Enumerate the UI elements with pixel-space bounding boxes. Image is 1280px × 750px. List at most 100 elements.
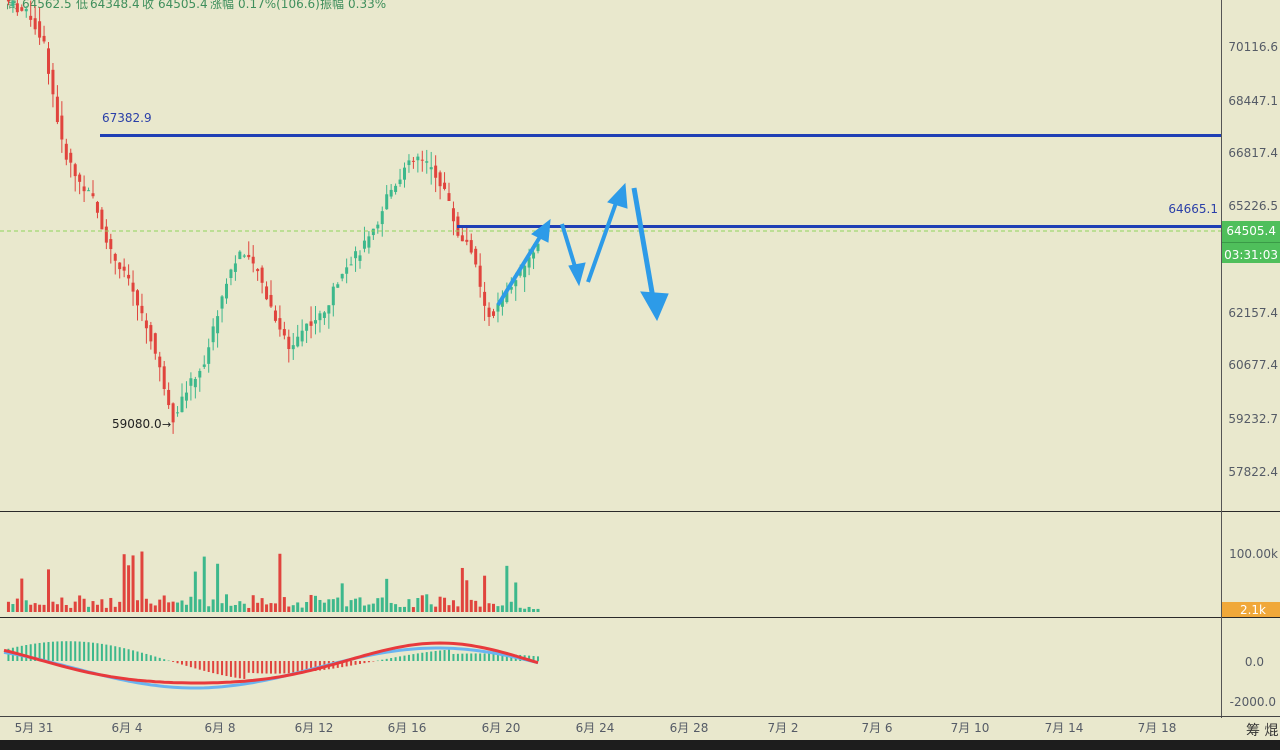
candle-body — [20, 7, 24, 11]
candle-body — [305, 323, 309, 331]
volume-bar — [220, 603, 224, 612]
volume-bar — [51, 601, 55, 612]
volume-bar — [20, 578, 24, 612]
macd-histogram-bar — [194, 661, 197, 669]
macd-histogram-bar — [78, 641, 81, 661]
candle-body — [496, 304, 500, 312]
candle-body — [242, 255, 246, 257]
candle-body — [238, 251, 242, 260]
volume-bar — [483, 575, 487, 612]
candle-body — [140, 305, 144, 314]
candle-body — [318, 313, 322, 321]
volume-bar — [389, 602, 393, 612]
volume-bar — [149, 603, 153, 612]
macd-histogram-bar — [274, 661, 277, 674]
volume-bar — [509, 601, 513, 612]
volume-bar — [505, 565, 509, 612]
macd-histogram-bar — [229, 661, 232, 677]
volume-bar — [140, 551, 144, 612]
macd-histogram-bar — [461, 653, 464, 661]
macd-histogram-bar — [136, 651, 139, 661]
macd-histogram-bar — [69, 641, 72, 661]
macd-histogram-bar — [87, 642, 90, 661]
price-tick: 59232.7 — [1228, 412, 1278, 426]
candle-body — [500, 296, 504, 307]
candle-body — [225, 283, 228, 299]
date-tick: 7月 2 — [767, 721, 798, 735]
volume-bar — [492, 603, 495, 612]
candle-body — [420, 159, 424, 161]
candle-body — [371, 228, 375, 236]
volume-bar — [127, 565, 131, 612]
candle-body — [15, 3, 19, 13]
volume-bar — [95, 604, 99, 612]
candle-body — [207, 347, 211, 364]
macd-histogram-bar — [359, 661, 361, 664]
volume-bar — [260, 598, 264, 612]
volume-bar — [82, 598, 86, 612]
volume-bar — [500, 605, 504, 612]
candle-body — [149, 325, 153, 342]
date-tick: 7月 6 — [861, 721, 892, 735]
macd-tick: 0.0 — [1245, 655, 1264, 669]
volume-bar — [478, 606, 482, 612]
price-tick: 65226.5 — [1228, 199, 1278, 213]
macd-histogram-bar — [394, 657, 397, 661]
date-tick: 6月 20 — [482, 721, 521, 735]
volume-bar — [60, 597, 64, 612]
candle-body — [233, 263, 237, 272]
volume-bar — [527, 606, 531, 612]
volume-bar — [15, 598, 19, 612]
projection-arrow-1 — [496, 230, 545, 307]
macd-histogram-bar — [403, 655, 406, 661]
projection-arrow-1-head — [531, 218, 551, 243]
projection-arrows[interactable] — [496, 182, 669, 322]
time-axis: 5月 31 6月 4 6月 8 6月 12 6月 16 6月 20 6月 24 … — [15, 721, 1177, 735]
macd-histogram-bar — [238, 661, 241, 679]
macd-histogram-bar — [532, 655, 535, 661]
volume-bar — [176, 602, 180, 612]
candle-body — [260, 267, 264, 283]
volume-bar — [438, 596, 442, 612]
volume-bar — [256, 602, 260, 612]
macd-histogram-bar — [470, 653, 473, 661]
candle-body — [113, 253, 117, 261]
candle-body — [336, 284, 340, 288]
macd-histogram-bar — [234, 661, 237, 678]
candle-body — [327, 305, 331, 314]
volume-bar — [443, 597, 447, 612]
volume-bar — [429, 604, 433, 612]
candle-body — [451, 208, 455, 222]
macd-histogram-bar — [492, 653, 495, 661]
date-tick: 6月 8 — [204, 721, 235, 735]
macd-histogram-bar — [314, 661, 317, 672]
macd-histogram-bar — [528, 655, 531, 661]
volume-bar — [189, 596, 193, 612]
volume-bars — [6, 551, 540, 612]
candle-body — [322, 312, 326, 318]
volume-bar — [278, 553, 282, 612]
candle-body — [162, 366, 166, 389]
macd-histogram-bar — [149, 655, 152, 661]
macd-histogram-bar — [479, 653, 482, 661]
projection-arrow-4-head — [640, 291, 669, 322]
macd-histogram-bar — [483, 653, 486, 661]
volume-bar — [216, 563, 220, 612]
macd-histogram-bar — [203, 661, 206, 671]
candle-body — [434, 165, 438, 178]
candle-body — [296, 336, 300, 347]
macd-histogram-bar — [412, 654, 415, 661]
macd-histogram-bar — [243, 661, 246, 679]
macd-histogram-bar — [47, 642, 50, 661]
macd-histogram-bar — [92, 642, 94, 661]
macd-histogram-bar — [399, 656, 402, 661]
macd-histogram-bar — [367, 661, 370, 663]
macd-histogram-bar — [96, 643, 99, 661]
volume-bar — [180, 600, 184, 612]
candle-body — [349, 264, 353, 266]
volume-bar — [447, 605, 451, 612]
volume-bar — [225, 594, 228, 612]
macd-histogram-bar — [488, 653, 491, 661]
footer-chars[interactable]: 筹 焜 — [1246, 722, 1278, 739]
